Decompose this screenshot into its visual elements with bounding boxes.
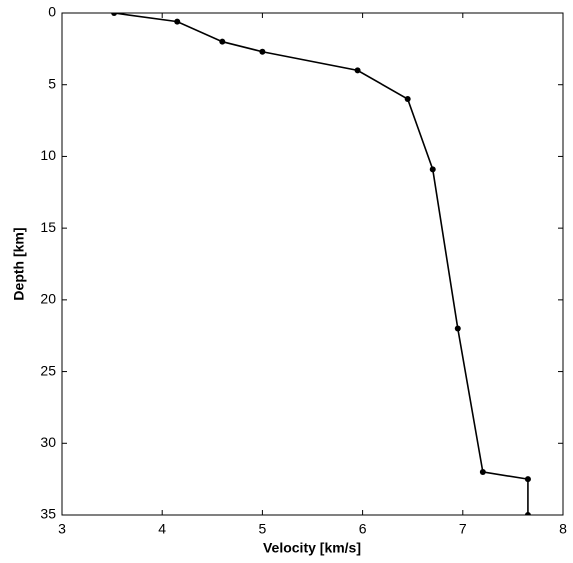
point	[354, 67, 361, 74]
x-tick-label: 7	[459, 521, 467, 537]
point	[259, 48, 266, 55]
point	[111, 13, 118, 16]
x-tick-label: 6	[359, 521, 367, 537]
y-tick-label: 20	[40, 291, 56, 307]
y-tick-label: 25	[40, 362, 56, 378]
y-tick-label: 30	[40, 434, 56, 450]
y-tick-label: 10	[40, 147, 56, 163]
point	[174, 18, 181, 25]
point	[404, 96, 411, 103]
x-axis-label: Velocity [km/s]	[263, 540, 361, 556]
point	[454, 325, 461, 332]
x-tick-label: 8	[559, 521, 567, 537]
x-tick-label: 5	[259, 521, 267, 537]
point	[429, 166, 436, 173]
point	[524, 512, 531, 515]
line	[113, 13, 529, 515]
plot-frame	[61, 12, 564, 516]
point	[219, 38, 226, 45]
y-tick-label: 5	[48, 75, 56, 91]
x-tick-label: 3	[58, 521, 66, 537]
y-tick-label: 0	[48, 4, 56, 20]
plot-area	[111, 13, 531, 515]
x-tick-label: 4	[158, 521, 166, 537]
point	[479, 468, 486, 475]
y-axis-label: Depth [km]	[11, 227, 27, 300]
point	[524, 476, 531, 483]
y-tick-label: 35	[40, 506, 56, 522]
y-tick-label: 15	[40, 219, 56, 235]
